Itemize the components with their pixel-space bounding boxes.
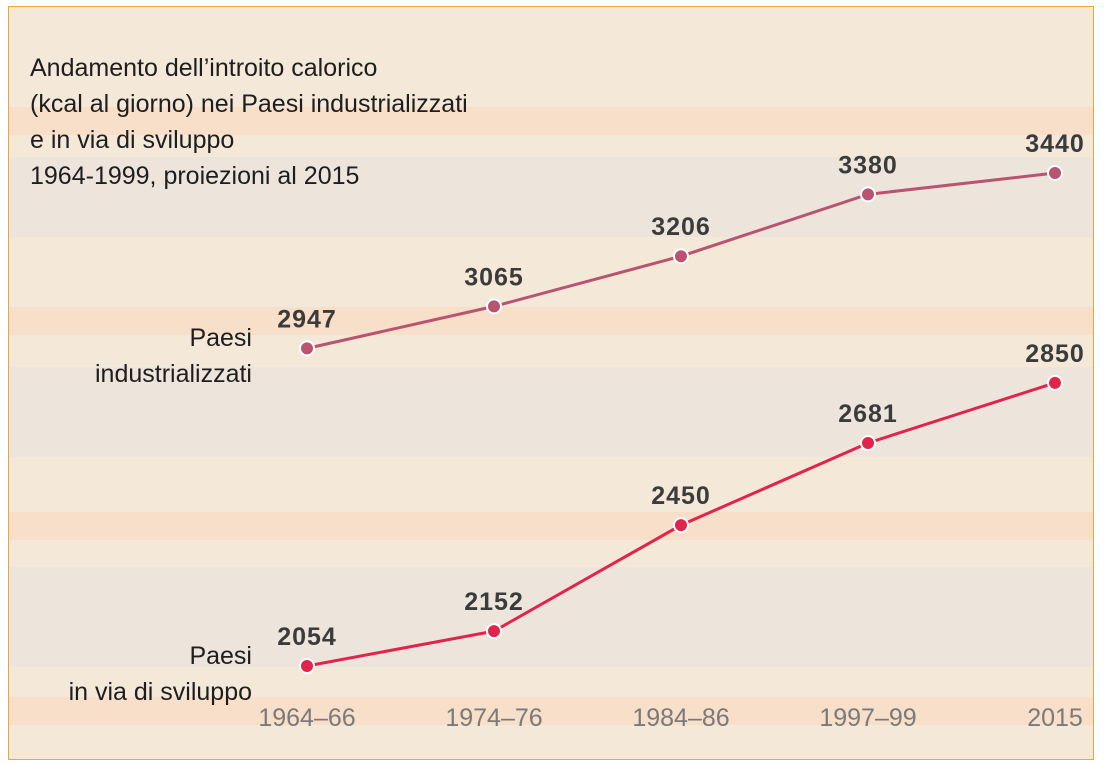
data-label: 3440 xyxy=(1025,130,1085,158)
data-point xyxy=(487,299,501,313)
data-label: 2450 xyxy=(651,482,711,510)
series-label: Paesi industrializzati xyxy=(95,320,252,392)
data-label: 2152 xyxy=(464,588,524,616)
data-label: 3380 xyxy=(838,151,898,179)
data-label: 2681 xyxy=(838,400,898,428)
data-point xyxy=(861,436,875,450)
page: 1964–66 1974–76 1984–86 1997–99 2015 2947 3065… xyxy=(0,0,1104,765)
series-label: Paesi in via di sviluppo xyxy=(69,638,252,710)
data-point xyxy=(487,624,501,638)
data-point xyxy=(1048,376,1062,390)
x-tick-label: 1974–76 xyxy=(445,704,542,732)
data-label: 2947 xyxy=(277,305,337,333)
x-tick-label: 1964–66 xyxy=(258,704,355,732)
x-tick-label: 1997–99 xyxy=(819,704,916,732)
data-point xyxy=(674,249,688,263)
data-point xyxy=(300,659,314,673)
data-label: 2054 xyxy=(277,623,337,651)
data-point xyxy=(1048,166,1062,180)
x-tick-label: 2015 xyxy=(1027,704,1083,732)
data-label: 3065 xyxy=(464,263,524,291)
data-point xyxy=(861,187,875,201)
data-point xyxy=(674,518,688,532)
x-tick-label: 1984–86 xyxy=(632,704,729,732)
data-label: 3206 xyxy=(651,213,711,241)
chart-title: Andamento dell’introito calorico (kcal a… xyxy=(30,50,468,194)
data-label: 2850 xyxy=(1025,340,1085,368)
data-point xyxy=(300,341,314,355)
